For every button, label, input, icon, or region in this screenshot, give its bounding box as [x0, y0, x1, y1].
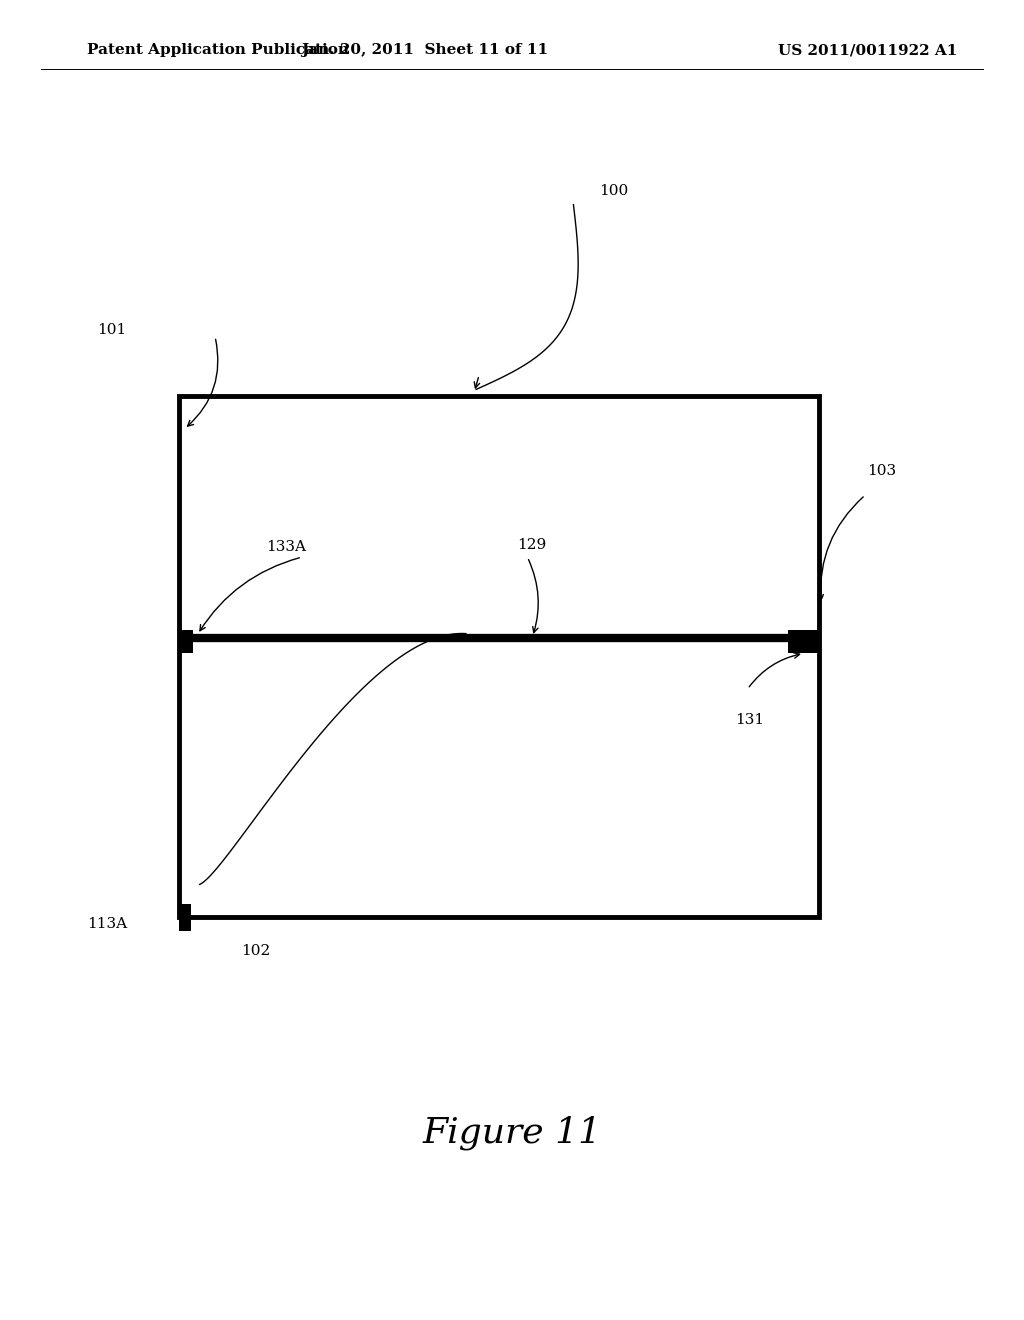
Bar [179, 630, 193, 653]
Text: 131: 131 [735, 713, 764, 727]
Text: 103: 103 [867, 463, 896, 478]
Text: Patent Application Publication: Patent Application Publication [87, 44, 349, 57]
Text: 102: 102 [241, 944, 270, 958]
Text: 113A: 113A [87, 917, 127, 931]
Text: 133A: 133A [266, 540, 306, 554]
Text: Jan. 20, 2011  Sheet 11 of 11: Jan. 20, 2011 Sheet 11 of 11 [301, 44, 549, 57]
Bar [179, 904, 191, 931]
Text: 100: 100 [599, 183, 629, 198]
Text: Figure 11: Figure 11 [423, 1115, 601, 1150]
Bar [788, 630, 819, 653]
Bar [179, 396, 819, 917]
Text: 129: 129 [517, 537, 547, 552]
Text: 101: 101 [97, 323, 127, 337]
Text: US 2011/0011922 A1: US 2011/0011922 A1 [778, 44, 957, 57]
